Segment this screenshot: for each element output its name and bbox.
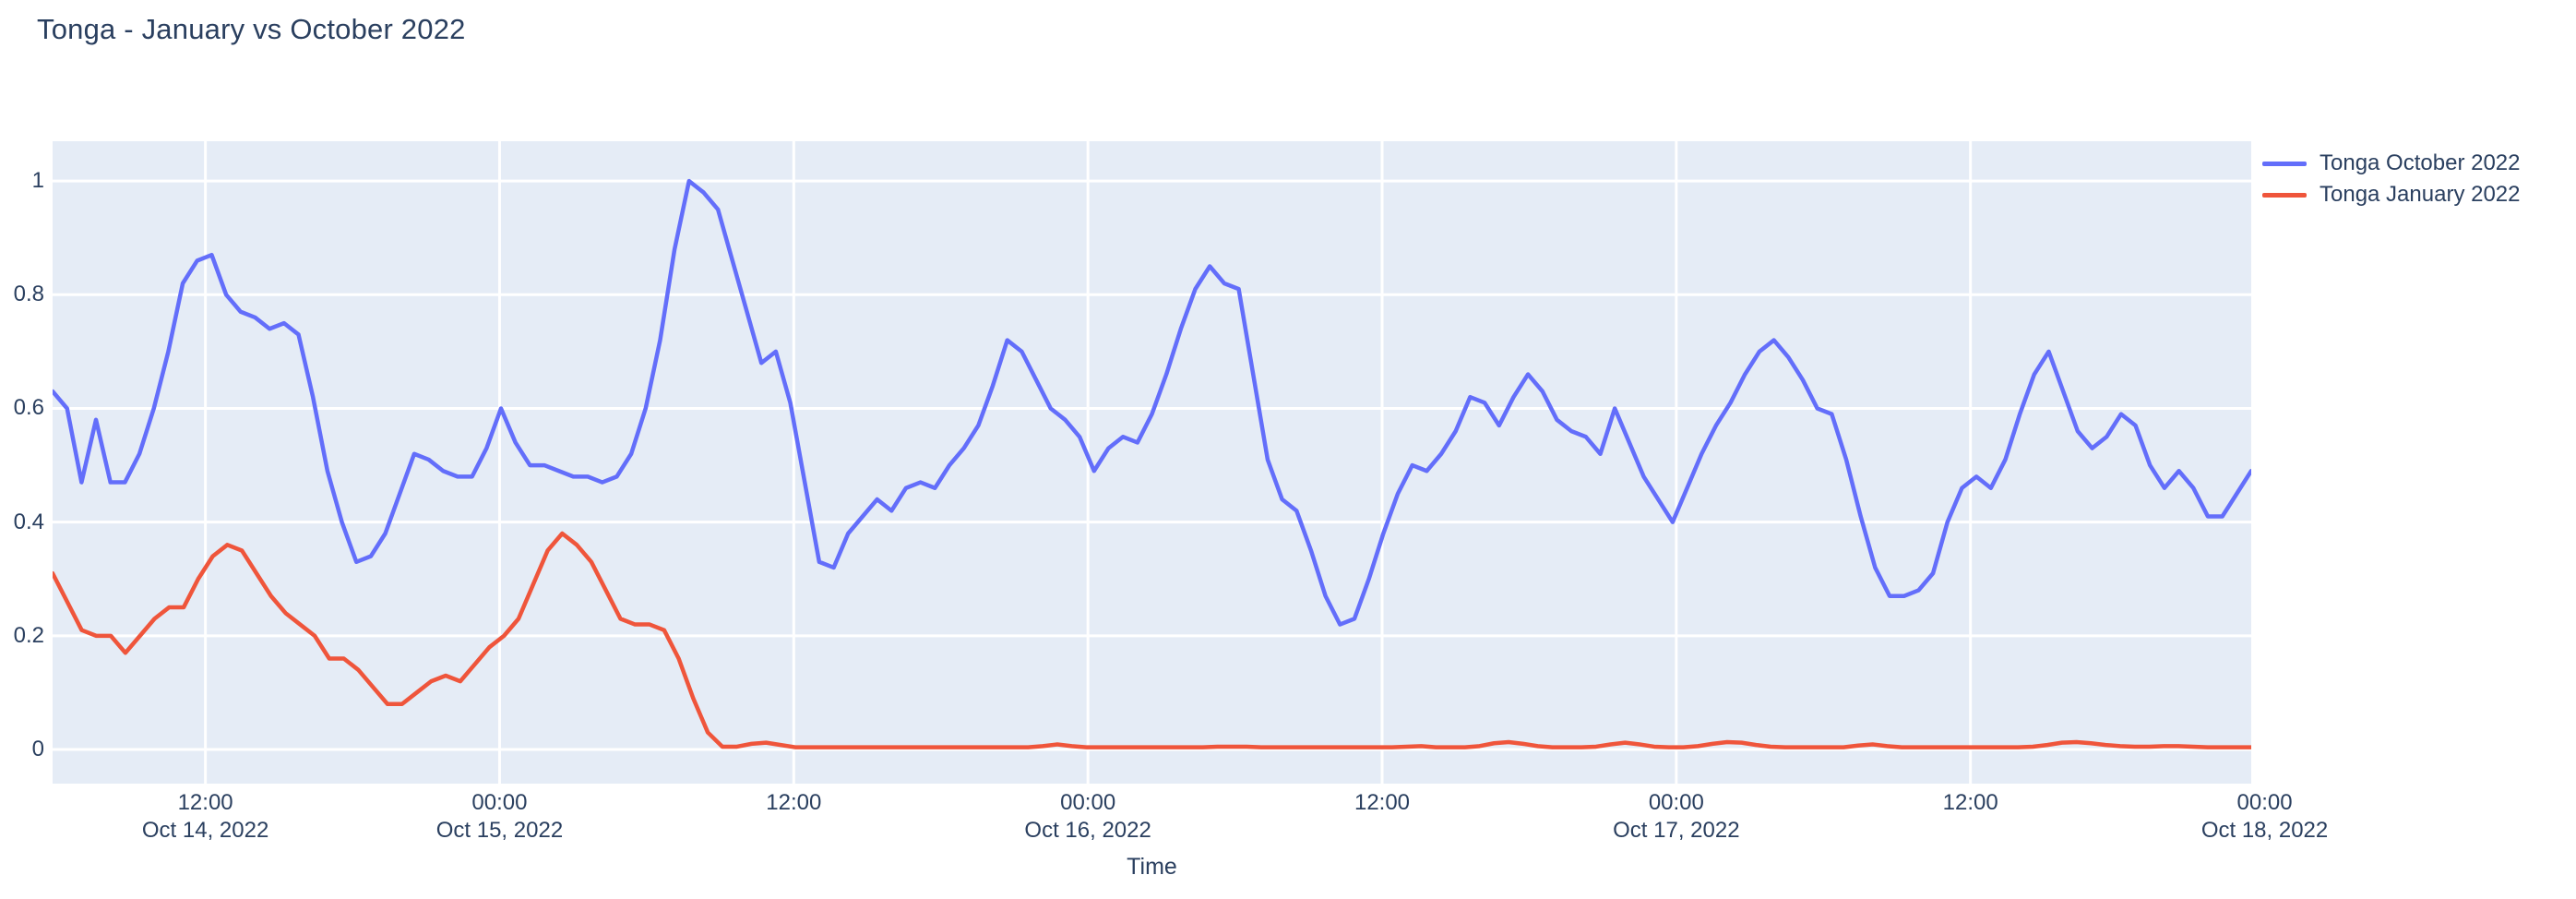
y-axis: 0 0.2 0.4 0.6 0.8 1 <box>0 141 44 784</box>
legend-item-label: Tonga January 2022 <box>2320 182 2521 207</box>
legend-item[interactable]: Tonga October 2022 <box>2262 148 2567 179</box>
x-axis-tick-label: 12:00 <box>766 789 821 817</box>
series-line <box>53 181 2251 624</box>
legend-color-swatch <box>2262 161 2307 166</box>
x-axis-tick-label: 00:00 Oct 17, 2022 <box>1613 789 1739 845</box>
x-tick-time: 12:00 <box>177 790 233 815</box>
x-axis-title: Time <box>1127 854 1177 880</box>
x-axis-tick-label: 00:00 Oct 18, 2022 <box>2201 789 2328 845</box>
legend-color-swatch <box>2262 192 2307 198</box>
legend-item[interactable]: Tonga January 2022 <box>2262 179 2567 210</box>
x-tick-time: 12:00 <box>1942 790 1998 815</box>
y-axis-tick-label: 0.4 <box>13 509 44 534</box>
y-axis-tick-label: 0.2 <box>13 622 44 648</box>
x-tick-date: Oct 17, 2022 <box>1613 818 1740 843</box>
y-axis-tick-label: 1 <box>31 168 44 194</box>
x-tick-date: Oct 15, 2022 <box>435 818 564 843</box>
legend: Tonga October 2022 Tonga January 2022 <box>2262 148 2567 210</box>
series-lines <box>53 181 2251 747</box>
x-tick-date: Oct 18, 2022 <box>2200 818 2329 843</box>
gridlines <box>53 141 2251 784</box>
y-axis-tick-label: 0.8 <box>13 282 44 307</box>
x-tick-time: 00:00 <box>471 790 528 815</box>
page-title: Tonga - January vs October 2022 <box>37 13 466 45</box>
x-axis-tick-label: 12:00 Oct 14, 2022 <box>142 789 268 845</box>
x-axis-tick-label: 12:00 <box>1943 789 1998 817</box>
series-line <box>53 533 2251 748</box>
legend-item-label: Tonga October 2022 <box>2320 150 2521 175</box>
x-axis-tick-label: 00:00 Oct 15, 2022 <box>436 789 563 845</box>
x-axis: 12:00 Oct 14, 2022 00:00 Oct 15, 2022 12:00 0… <box>53 789 2328 854</box>
x-tick-time: 12:00 <box>766 790 822 815</box>
y-axis-tick-label: 0.6 <box>13 395 44 421</box>
x-tick-time: 00:00 <box>1648 790 1704 815</box>
x-tick-time: 00:00 <box>1060 790 1116 815</box>
x-axis-tick-label: 12:00 <box>1354 789 1410 817</box>
plot-area <box>53 141 2251 784</box>
x-tick-time: 12:00 <box>1354 790 1411 815</box>
x-tick-time: 00:00 <box>2236 790 2293 815</box>
x-tick-date: Oct 16, 2022 <box>1024 818 1151 843</box>
x-axis-tick-label: 00:00 Oct 16, 2022 <box>1024 789 1151 845</box>
plot-svg <box>53 141 2251 784</box>
x-tick-date: Oct 14, 2022 <box>141 818 269 843</box>
y-axis-tick-label: 0 <box>31 737 44 762</box>
